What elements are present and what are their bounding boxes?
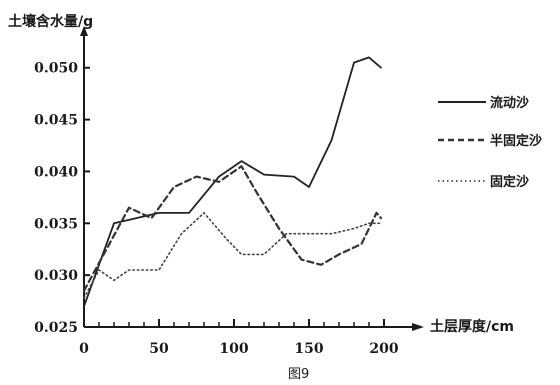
x-tick-label: 50	[149, 341, 169, 357]
x-tick-label: 100	[219, 341, 248, 357]
x-tick-label: 150	[294, 341, 323, 357]
legend-label: 流动沙	[490, 95, 529, 111]
series-line-2	[82, 165, 383, 292]
series-layer	[82, 56, 383, 308]
y-axis-title: 土壤含水量/g	[8, 13, 93, 30]
series-line-1	[83, 56, 382, 308]
y-tick-label: 0.045	[34, 113, 78, 129]
y-tick-label: 0.050	[34, 61, 78, 77]
y-axis-arrow	[80, 26, 88, 36]
y-tick-label: 0.025	[34, 320, 78, 336]
axes: 0.025 0.030 0.035 0.040 0.045 0.050 0 50 100 150 2…	[34, 26, 424, 357]
x-tick-label: 0	[79, 341, 89, 357]
x-axis-title: 土层厚度/cm	[430, 318, 514, 335]
x-tick-label: 200	[369, 341, 398, 357]
x-axis-arrow	[412, 323, 424, 331]
y-tick-label: 0.040	[34, 164, 78, 180]
y-tick-label: 0.035	[34, 216, 78, 232]
legend-label: 半固定沙	[490, 133, 542, 149]
figure-caption: 图9	[288, 367, 309, 382]
y-tick-label: 0.030	[34, 268, 78, 284]
legend-label: 固定沙	[490, 174, 529, 190]
series-line-3	[83, 212, 382, 299]
